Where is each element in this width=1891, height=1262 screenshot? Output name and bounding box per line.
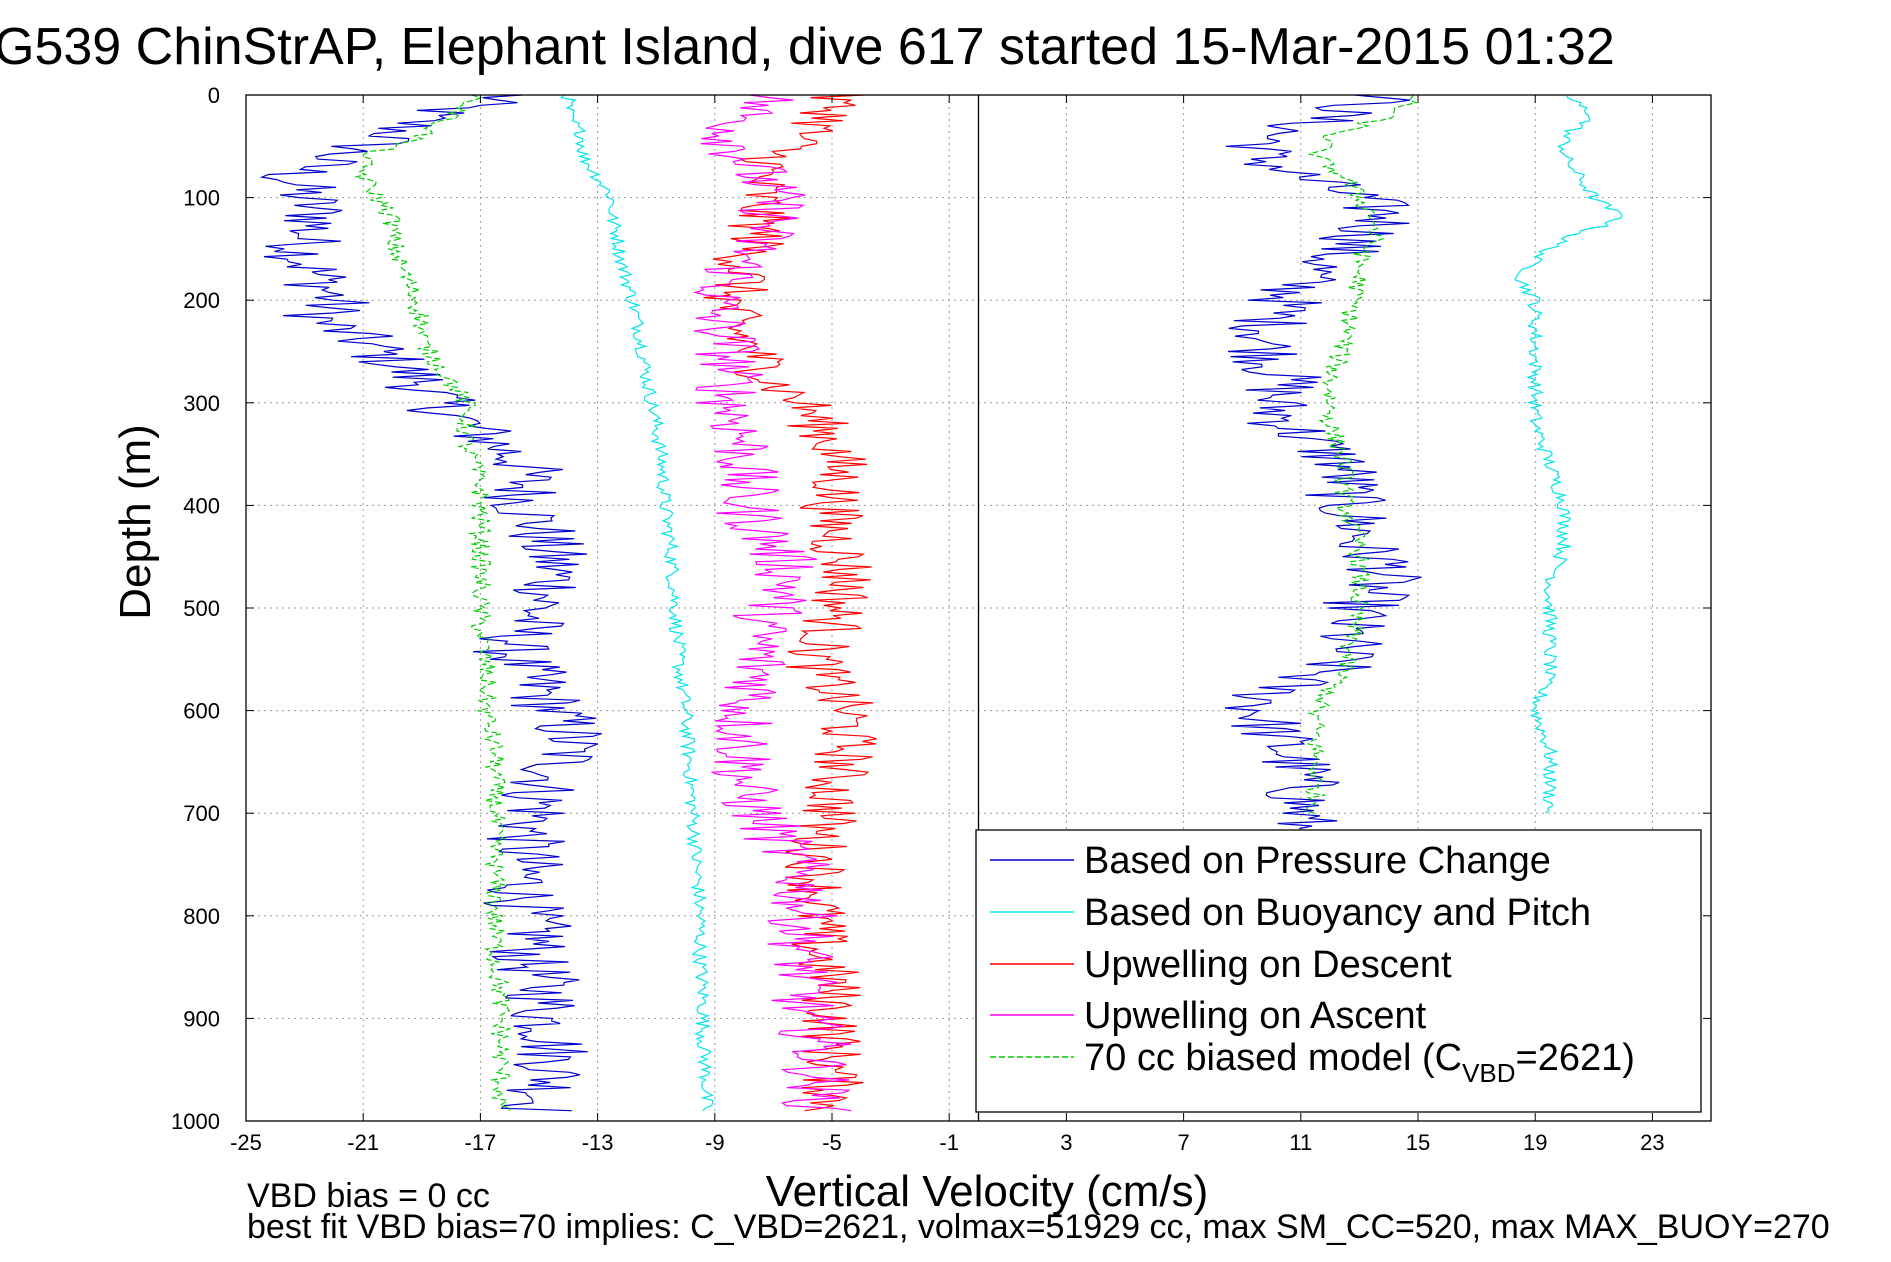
x-tick-label: -13: [582, 1130, 614, 1155]
x-tick-label: 7: [1177, 1130, 1189, 1155]
legend-label: Based on Pressure Change: [1084, 840, 1551, 882]
series-line-2-descent: [703, 94, 877, 1112]
legend-label-tail: =2621): [1516, 1037, 1635, 1079]
y-axis-label: Depth (m): [111, 424, 160, 620]
legend-label-text: 70 cc biased model (C: [1084, 1037, 1462, 1079]
series-line-0-descent: [259, 94, 602, 1112]
y-tick-label: 1000: [171, 1109, 220, 1134]
y-axis-ticks: 0 100 200 300 400 500 600 700 800 900 1000: [171, 83, 1711, 1134]
y-tick-label: 300: [183, 391, 220, 416]
legend-label-subscript: VBD: [1462, 1058, 1515, 1088]
x-tick-label: 11: [1289, 1130, 1312, 1155]
y-tick-label: 400: [183, 493, 220, 518]
series-line-3-ascent: [692, 94, 852, 1112]
x-tick-label: -1: [939, 1130, 959, 1155]
chart-title: G539 ChinStrAP, Elephant Island, dive 61…: [0, 18, 1615, 76]
legend-label-text: Based on Pressure Change: [1084, 840, 1551, 882]
x-tick-label: -5: [822, 1130, 842, 1155]
series-line-1-descent: [560, 94, 715, 1112]
x-tick-label: 15: [1406, 1130, 1430, 1155]
y-tick-label: 900: [183, 1006, 220, 1031]
x-axis-label: Vertical Velocity (cm/s): [766, 1167, 1209, 1216]
series-line-4-ascent: [1304, 94, 1419, 814]
legend-box: [975, 829, 1702, 1113]
x-tick-label: -17: [465, 1130, 497, 1155]
footer-best-fit-note: best fit VBD bias=70 implies: C_VBD=2621…: [247, 1208, 1830, 1246]
legend-label-text: Based on Buoyancy and Pitch: [1084, 892, 1591, 934]
legend-label: Based on Buoyancy and Pitch: [1084, 892, 1591, 934]
footer-vbd-bias: VBD bias = 0 cc: [247, 1177, 490, 1215]
y-tick-label: 700: [183, 801, 220, 826]
data-series: [259, 94, 1623, 1112]
y-tick-label: 800: [183, 904, 220, 929]
x-tick-label: -25: [230, 1130, 262, 1155]
x-tick-label: -21: [347, 1130, 379, 1155]
legend-label: Upwelling on Descent: [1084, 944, 1452, 986]
series-line-0-ascent: [1224, 94, 1422, 830]
x-tick-label: -9: [705, 1130, 725, 1155]
x-tick-label: 19: [1523, 1130, 1547, 1155]
y-tick-label: 0: [208, 83, 220, 108]
legend-label-text: Upwelling on Ascent: [1084, 995, 1427, 1037]
y-tick-label: 600: [183, 699, 220, 724]
series-line-4-descent: [355, 94, 512, 1112]
legend-label: 70 cc biased model (CVBD=2621): [1084, 1037, 1635, 1088]
series-line-1-ascent: [1514, 94, 1623, 814]
y-tick-label: 500: [183, 596, 220, 621]
legend-label: Upwelling on Ascent: [1084, 995, 1427, 1037]
y-tick-label: 200: [183, 288, 220, 313]
legend-label-text: Upwelling on Descent: [1084, 944, 1452, 986]
legend: Based on Pressure Change Based on Buoyanc…: [975, 829, 1702, 1113]
x-tick-label: 23: [1640, 1130, 1664, 1155]
y-tick-label: 100: [183, 186, 220, 211]
x-tick-label: 3: [1060, 1130, 1072, 1155]
x-axis-ticks: -25 -21 -17 -13 -9 -5 -1 3 7 11 15 19 23: [230, 95, 1665, 1155]
